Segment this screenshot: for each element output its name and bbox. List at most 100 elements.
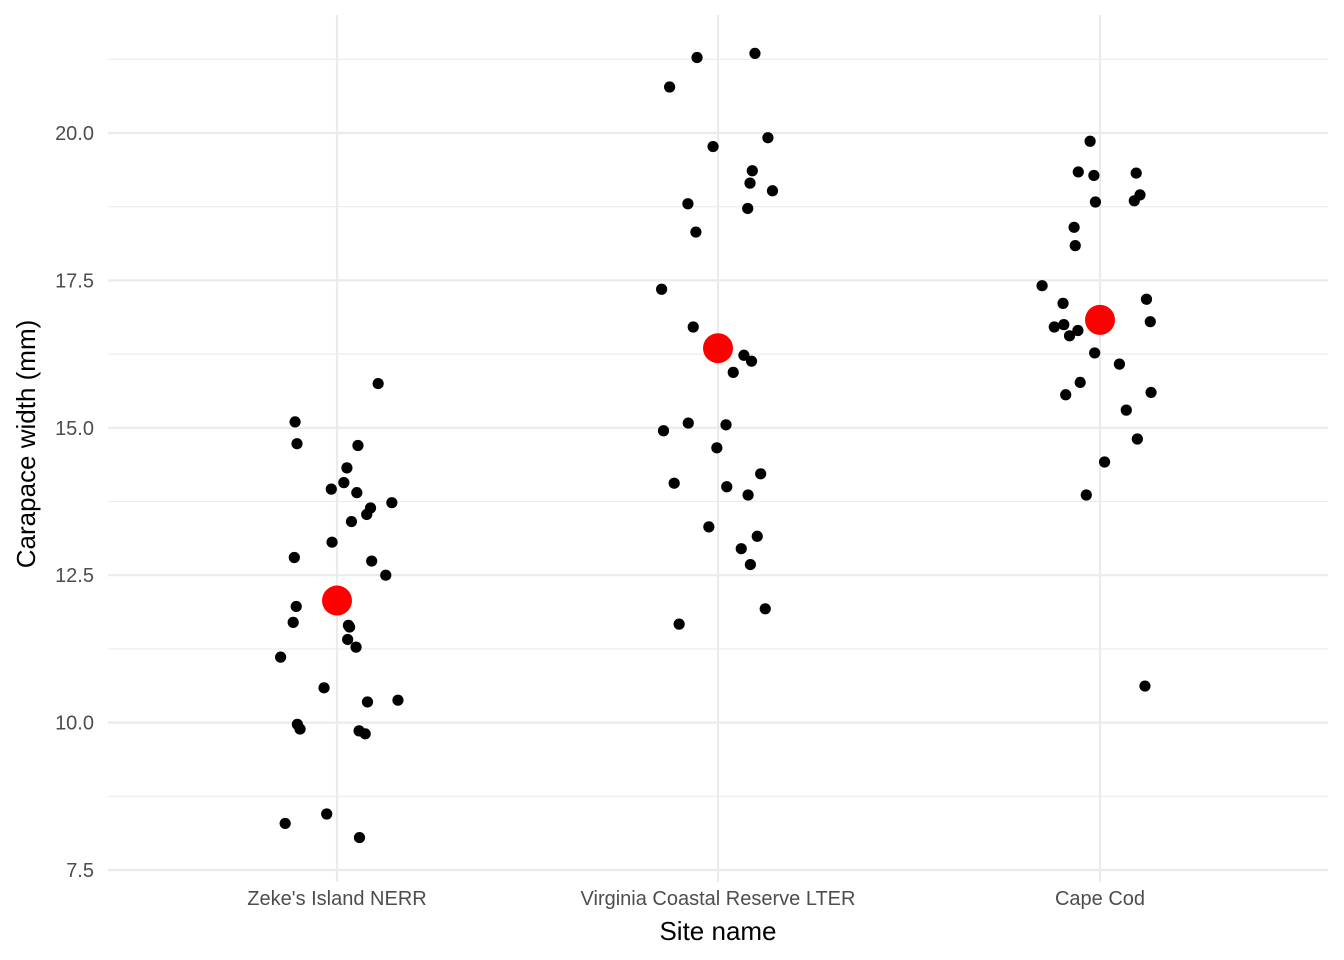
data-point [742, 202, 754, 215]
data-point [352, 439, 364, 452]
data-point [351, 487, 363, 499]
data-point [673, 618, 685, 630]
data-point [1089, 347, 1101, 359]
data-point [1120, 404, 1132, 416]
data-point [366, 555, 378, 567]
data-point [749, 47, 761, 60]
data-point [745, 355, 758, 367]
y-tick-label: 12.5 [55, 565, 94, 587]
data-point [707, 140, 719, 153]
data-point [325, 483, 337, 495]
observation-points [275, 47, 1157, 844]
data-point [751, 530, 763, 542]
data-point [720, 419, 732, 431]
data-point [762, 132, 774, 144]
data-point [343, 621, 356, 633]
data-point [1080, 489, 1092, 501]
data-point [288, 551, 300, 564]
data-point [721, 481, 733, 493]
data-point [711, 442, 723, 454]
data-point [1058, 319, 1070, 331]
data-point [727, 366, 739, 378]
data-point [338, 477, 350, 489]
y-tick-label: 20.0 [55, 123, 94, 145]
mean-point [322, 585, 352, 616]
data-point [744, 558, 756, 571]
data-point [746, 165, 758, 177]
x-tick-label: Virginia Coastal Reserve LTER [581, 888, 856, 910]
data-point [342, 633, 354, 646]
data-point [392, 694, 404, 706]
data-point [657, 425, 670, 437]
data-point [664, 81, 676, 93]
data-point [1068, 221, 1080, 233]
data-point [1074, 376, 1086, 389]
y-axis-title: Carapace width (mm) [11, 320, 41, 569]
y-axis-tick-labels: 7.5 10.0 12.5 15.0 17.5 20.0 [55, 123, 94, 882]
data-point [1072, 166, 1084, 178]
data-point [350, 641, 362, 653]
data-point [275, 651, 287, 663]
data-point [1088, 169, 1100, 182]
data-point [766, 185, 779, 197]
data-point [345, 515, 358, 528]
data-point [341, 462, 353, 474]
y-tick-label: 7.5 [66, 860, 94, 882]
data-point [1139, 680, 1151, 692]
y-tick-label: 17.5 [55, 270, 94, 292]
data-point [1063, 330, 1076, 342]
data-point [1084, 135, 1096, 147]
data-point [1144, 316, 1156, 328]
data-point [1128, 195, 1140, 207]
data-point [353, 831, 366, 844]
x-tick-label: Cape Cod [1055, 888, 1145, 910]
data-point [386, 497, 398, 509]
data-point [755, 468, 767, 480]
data-point [1069, 240, 1081, 252]
data-point [318, 682, 330, 694]
data-point [691, 51, 703, 64]
data-point [291, 438, 303, 450]
data-point [361, 508, 373, 521]
data-point [294, 723, 306, 735]
data-point [359, 728, 371, 740]
x-tick-label: Zeke's Island NERR [247, 888, 426, 910]
data-point [380, 569, 392, 581]
data-point [738, 349, 750, 361]
y-tick-label: 15.0 [55, 418, 94, 440]
data-point [735, 543, 747, 555]
data-point [1140, 293, 1153, 305]
data-point [656, 283, 668, 295]
data-point [1131, 433, 1143, 445]
data-point [682, 198, 694, 210]
data-point [682, 417, 694, 429]
y-tick-label: 10.0 [55, 713, 94, 735]
mean-points [322, 304, 1115, 616]
data-point [687, 321, 699, 333]
data-point [290, 600, 302, 613]
data-point [1098, 456, 1111, 468]
data-point [690, 226, 702, 238]
data-point [742, 489, 754, 501]
data-point [1048, 321, 1060, 333]
data-point [289, 416, 301, 428]
data-point [744, 177, 756, 189]
x-axis-tick-labels: Zeke's Island NERR Virginia Coastal Reser… [247, 888, 1145, 910]
data-point [759, 603, 771, 615]
mean-point [1085, 304, 1115, 335]
data-point [326, 536, 338, 548]
data-point [1060, 389, 1072, 401]
data-point [1036, 280, 1048, 292]
x-axis-title: Site name [659, 916, 776, 946]
data-point [372, 377, 384, 390]
data-point [1089, 196, 1102, 208]
data-point [1113, 358, 1126, 370]
data-point [361, 696, 374, 708]
data-point [1130, 167, 1142, 179]
data-point [287, 616, 299, 628]
data-point [668, 477, 680, 489]
data-point [1145, 386, 1157, 399]
data-point [279, 817, 291, 830]
data-point [1057, 297, 1069, 309]
